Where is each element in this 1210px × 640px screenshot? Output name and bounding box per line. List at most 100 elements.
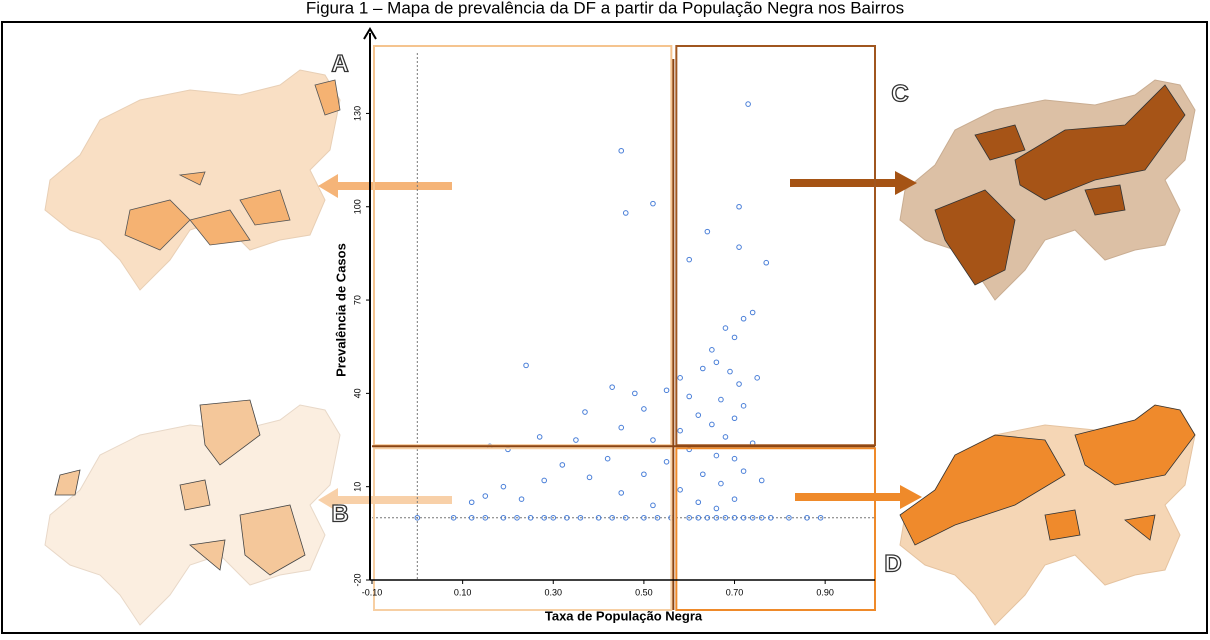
y-tick-label: 40 [352,388,362,398]
y-tick-label: 100 [352,199,362,214]
x-tick-label: 0.70 [726,587,744,597]
y-tick-label: 10 [352,482,362,492]
x-tick-label: 0.50 [635,587,653,597]
data-point [550,514,557,521]
data-point [677,427,683,434]
data-point [482,493,489,499]
x-axis-label: Taxa de População Negra [545,608,703,623]
data-point [609,514,615,521]
arrow-a [318,174,452,198]
data-point [749,309,756,316]
data-point [758,514,765,521]
arrow-d [795,485,922,509]
data-point [686,393,693,400]
data-point [622,210,629,216]
data-point [740,514,747,521]
map-d [899,404,1196,626]
quadrant-c [675,45,877,447]
data-point [709,421,715,428]
data-point [559,462,566,468]
data-point [618,147,625,154]
data-point [577,514,584,521]
quadrant-b [373,447,673,611]
data-point [722,325,729,331]
data-point [704,228,711,235]
y-axis-label: Prevalência de Casos [333,243,348,377]
data-point [817,514,824,521]
data-point [586,474,593,481]
data-point [695,514,702,521]
data-point [700,365,706,372]
data-point [663,459,670,465]
data-point [414,514,421,521]
data-point [663,387,670,394]
data-point [749,514,756,521]
y-tick-label: -20 [352,573,362,586]
data-point [713,359,720,366]
data-point [767,514,774,521]
data-point [745,101,751,107]
x-tick-label: 0.90 [816,587,834,597]
data-point [677,486,683,493]
data-point [595,514,602,521]
data-point [641,406,647,412]
quadrant-d [675,447,877,611]
data-point [632,390,638,397]
data-point [718,480,724,487]
data-point [731,514,738,521]
data-point [650,437,656,443]
data-point [786,514,792,521]
data-point [695,412,702,418]
data-point [582,409,588,415]
data-point [754,375,760,381]
quadrant-label: A [331,50,348,77]
data-point [713,505,720,512]
data-point [514,514,520,521]
data-point [731,415,738,422]
data-point [718,396,724,403]
data-point [695,499,702,506]
data-point [654,514,661,521]
data-point [450,514,457,521]
data-point [731,334,738,341]
arrows [318,171,922,512]
arrow-b [318,488,452,512]
data-point [713,514,720,521]
data-point [763,259,770,266]
data-point [736,381,742,387]
y-tick-label: 130 [352,106,362,121]
data-point [804,514,810,521]
data-point [536,434,543,440]
data-point [541,477,547,484]
data-point [518,496,525,502]
data-point [736,244,742,250]
y-tick-label: 70 [352,295,362,305]
data-point [677,375,683,381]
data-point [722,434,729,440]
scatter-plot: -20 10 40 70 100 130 -0.10 0.10 0.30 0.50 0.70 0.90… [331,27,909,623]
x-tick-label: 0.30 [544,587,562,597]
data-point [713,452,720,459]
data-point [758,477,765,484]
data-point [604,455,611,462]
data-point [722,514,729,521]
x-tick-label: 0.10 [454,587,472,597]
data-point [541,514,547,521]
data-point [500,514,507,521]
data-point [468,499,475,506]
data-point [740,403,747,409]
quadrant-label: C [891,80,908,107]
quadrant-label: D [884,550,901,577]
data-point [641,514,647,521]
data-point [731,455,738,462]
data-point [618,490,625,496]
map-c [899,79,1196,301]
data-point [527,514,534,521]
data-point [468,514,475,521]
quadrant-label: B [331,500,348,527]
data-point [641,471,647,478]
y-axis-arrow [363,27,377,40]
data-point [709,347,715,353]
data-point [740,315,747,322]
